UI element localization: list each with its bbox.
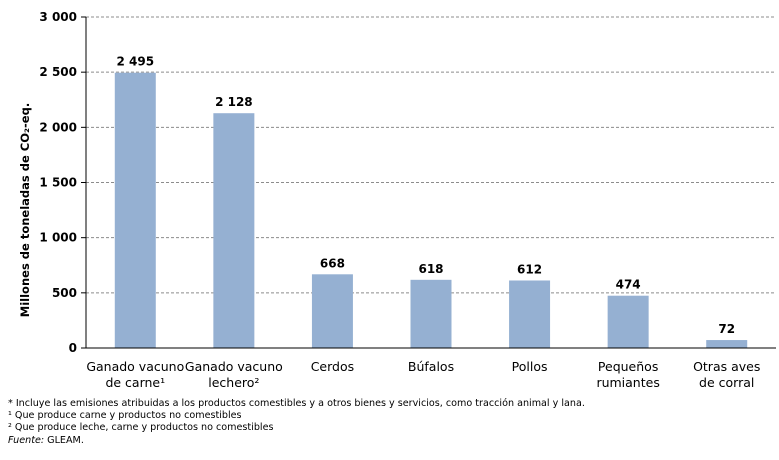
- bar-chart: 0 500 1 000 1 500 2 000 2 500 3 000 2 495 2 128…: [18, 10, 776, 390]
- value-label: 668: [320, 256, 345, 270]
- y-tick-label: 2 500: [39, 65, 77, 79]
- category-label: Pequeños rumiantes: [596, 359, 659, 390]
- value-label: 2 128: [215, 95, 253, 109]
- bar: [607, 295, 649, 348]
- y-tick-label: 3 000: [39, 10, 77, 24]
- footnote-2: ² Que produce leche, carne y productos n…: [8, 422, 274, 434]
- bar: [410, 279, 452, 348]
- bar: [706, 340, 748, 348]
- y-axis-ticks: 0 500 1 000 1 500 2 000 2 500 3 000: [39, 10, 86, 355]
- y-tick-label: 500: [52, 286, 77, 300]
- source-note: Fuente: GLEAM.: [8, 435, 585, 447]
- footnote-1: ¹ Que produce carne y productos no comes…: [8, 410, 242, 422]
- bar: [311, 274, 353, 348]
- y-tick-label: 0: [69, 341, 77, 355]
- category-label: Pollos: [512, 359, 548, 374]
- value-labels: 2 495 2 128 668 618 612 474 72: [116, 55, 735, 336]
- value-label: 72: [718, 322, 735, 336]
- y-axis-label: Millones de toneladas de CO₂-eq.: [18, 103, 32, 317]
- source-value: GLEAM.: [44, 434, 84, 446]
- bar: [509, 280, 551, 348]
- footnote-general: * Incluye las emisiones atribuidas a los…: [8, 398, 585, 409]
- category-label: Ganado vacuno lechero²: [185, 359, 283, 390]
- bar: [114, 72, 156, 349]
- category-label: Búfalos: [408, 359, 454, 374]
- value-label: 618: [418, 262, 443, 276]
- value-label: 474: [616, 278, 641, 292]
- category-label: Cerdos: [311, 359, 354, 374]
- source-label: Fuente:: [8, 434, 45, 446]
- bar: [213, 113, 255, 348]
- gridlines: [86, 16, 776, 294]
- y-tick-label: 1 500: [39, 176, 77, 190]
- footnotes: * Incluye las emisiones atribuidas a los…: [8, 398, 585, 447]
- y-tick-label: 2 000: [39, 120, 77, 134]
- value-label: 612: [517, 262, 542, 276]
- y-tick-label: 1 000: [39, 231, 77, 245]
- category-label: Otras aves de corral: [693, 359, 760, 390]
- category-label: Ganado vacuno de carne¹: [86, 359, 184, 390]
- value-label: 2 495: [116, 55, 154, 69]
- bars: [114, 72, 748, 349]
